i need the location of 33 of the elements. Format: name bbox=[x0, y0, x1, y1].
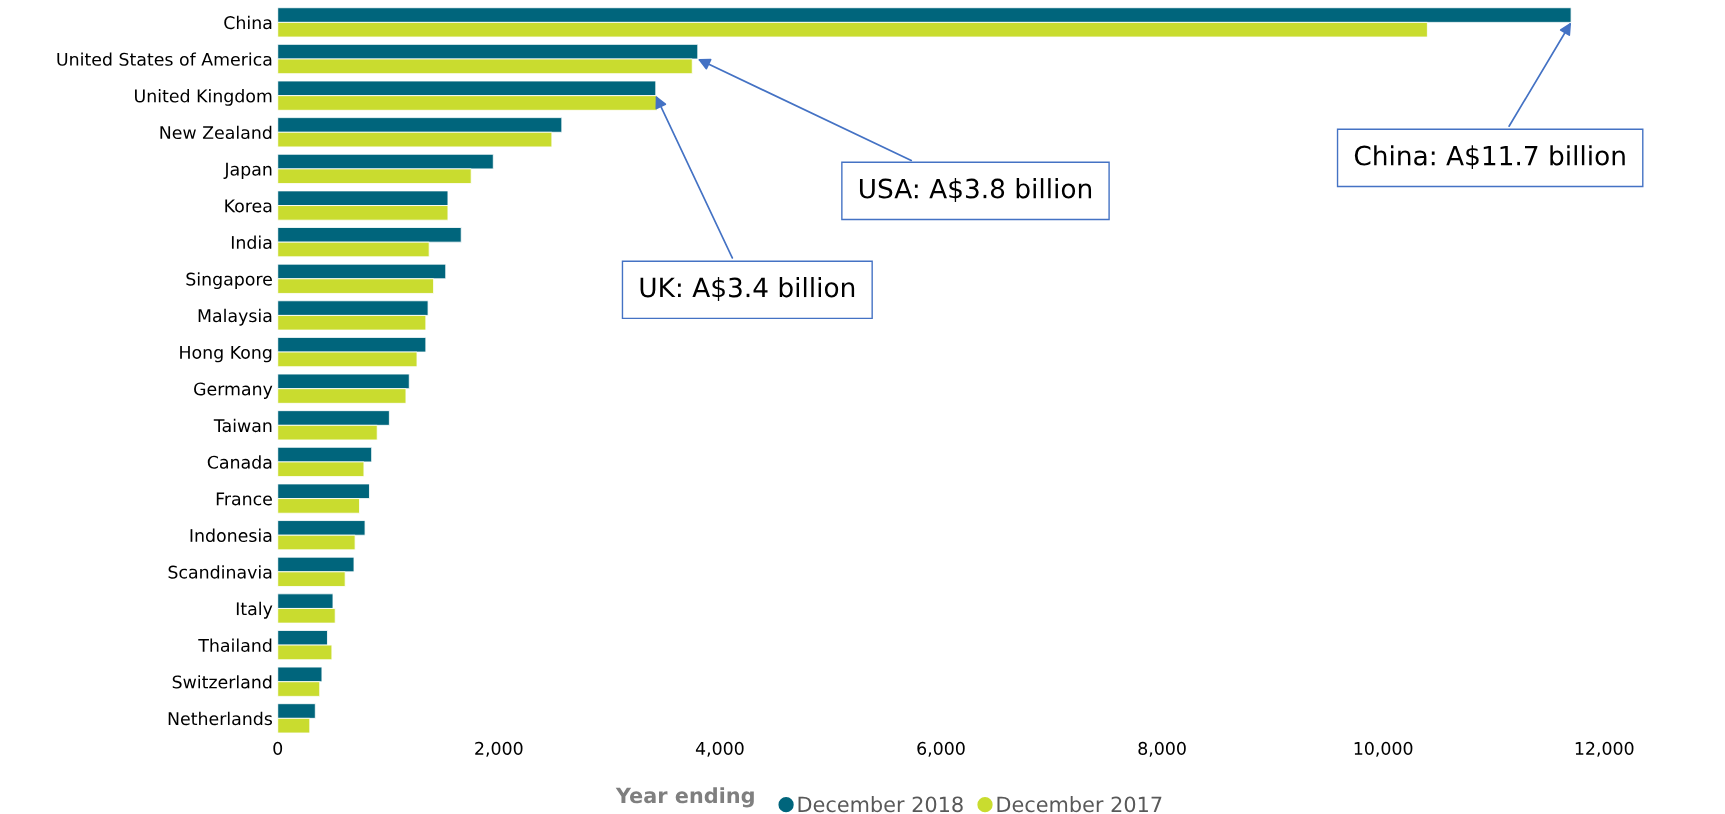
y-tick-label: Indonesia bbox=[190, 528, 272, 543]
legend-label: December 2018 bbox=[798, 796, 963, 813]
y-tick-label: Thailand bbox=[198, 638, 272, 652]
annotation: UK: A$3.4 billion bbox=[640, 277, 855, 301]
y-tick-label: Scandinavia bbox=[168, 565, 272, 579]
y-tick-label: Netherlands bbox=[168, 711, 273, 726]
legend-title: Year ending bbox=[615, 787, 754, 808]
y-tick-label: France bbox=[216, 492, 272, 506]
x-tick-label: 4,000 bbox=[695, 741, 744, 757]
x-tick-label: 10,000 bbox=[1354, 741, 1413, 757]
x-tick-label: 2,000 bbox=[475, 741, 523, 757]
y-tick-label: India bbox=[231, 235, 272, 250]
annotation: China: A$11.7 billion bbox=[1354, 145, 1625, 170]
y-tick-label: Italy bbox=[236, 601, 273, 619]
y-tick-label: Switzerland bbox=[172, 675, 272, 689]
y-tick-label: Malaysia bbox=[198, 308, 272, 326]
y-tick-label: Japan bbox=[223, 162, 272, 180]
y-tick-label: Korea bbox=[225, 199, 272, 213]
y-tick-label: United States of America bbox=[57, 52, 272, 66]
y-tick-label: Canada bbox=[207, 455, 272, 469]
legend-label: December 2017 bbox=[997, 796, 1162, 813]
x-tick-label: 8,000 bbox=[1138, 741, 1186, 757]
x-tick-label: 12,000 bbox=[1575, 741, 1634, 757]
y-tick-label: United Kingdom bbox=[135, 89, 272, 106]
y-tick-label: Germany bbox=[194, 382, 273, 399]
y-tick-label: Taiwan bbox=[213, 418, 272, 433]
y-tick-label: China bbox=[224, 15, 272, 30]
y-tick-label: Hong Kong bbox=[180, 345, 272, 363]
y-tick-label: Singapore bbox=[186, 272, 272, 289]
x-tick-label: 6,000 bbox=[917, 741, 965, 757]
annotation: USA: A$3.8 billion bbox=[859, 178, 1092, 203]
y-tick-label: New Zealand bbox=[160, 125, 272, 140]
x-tick-label: 0 bbox=[273, 741, 283, 755]
